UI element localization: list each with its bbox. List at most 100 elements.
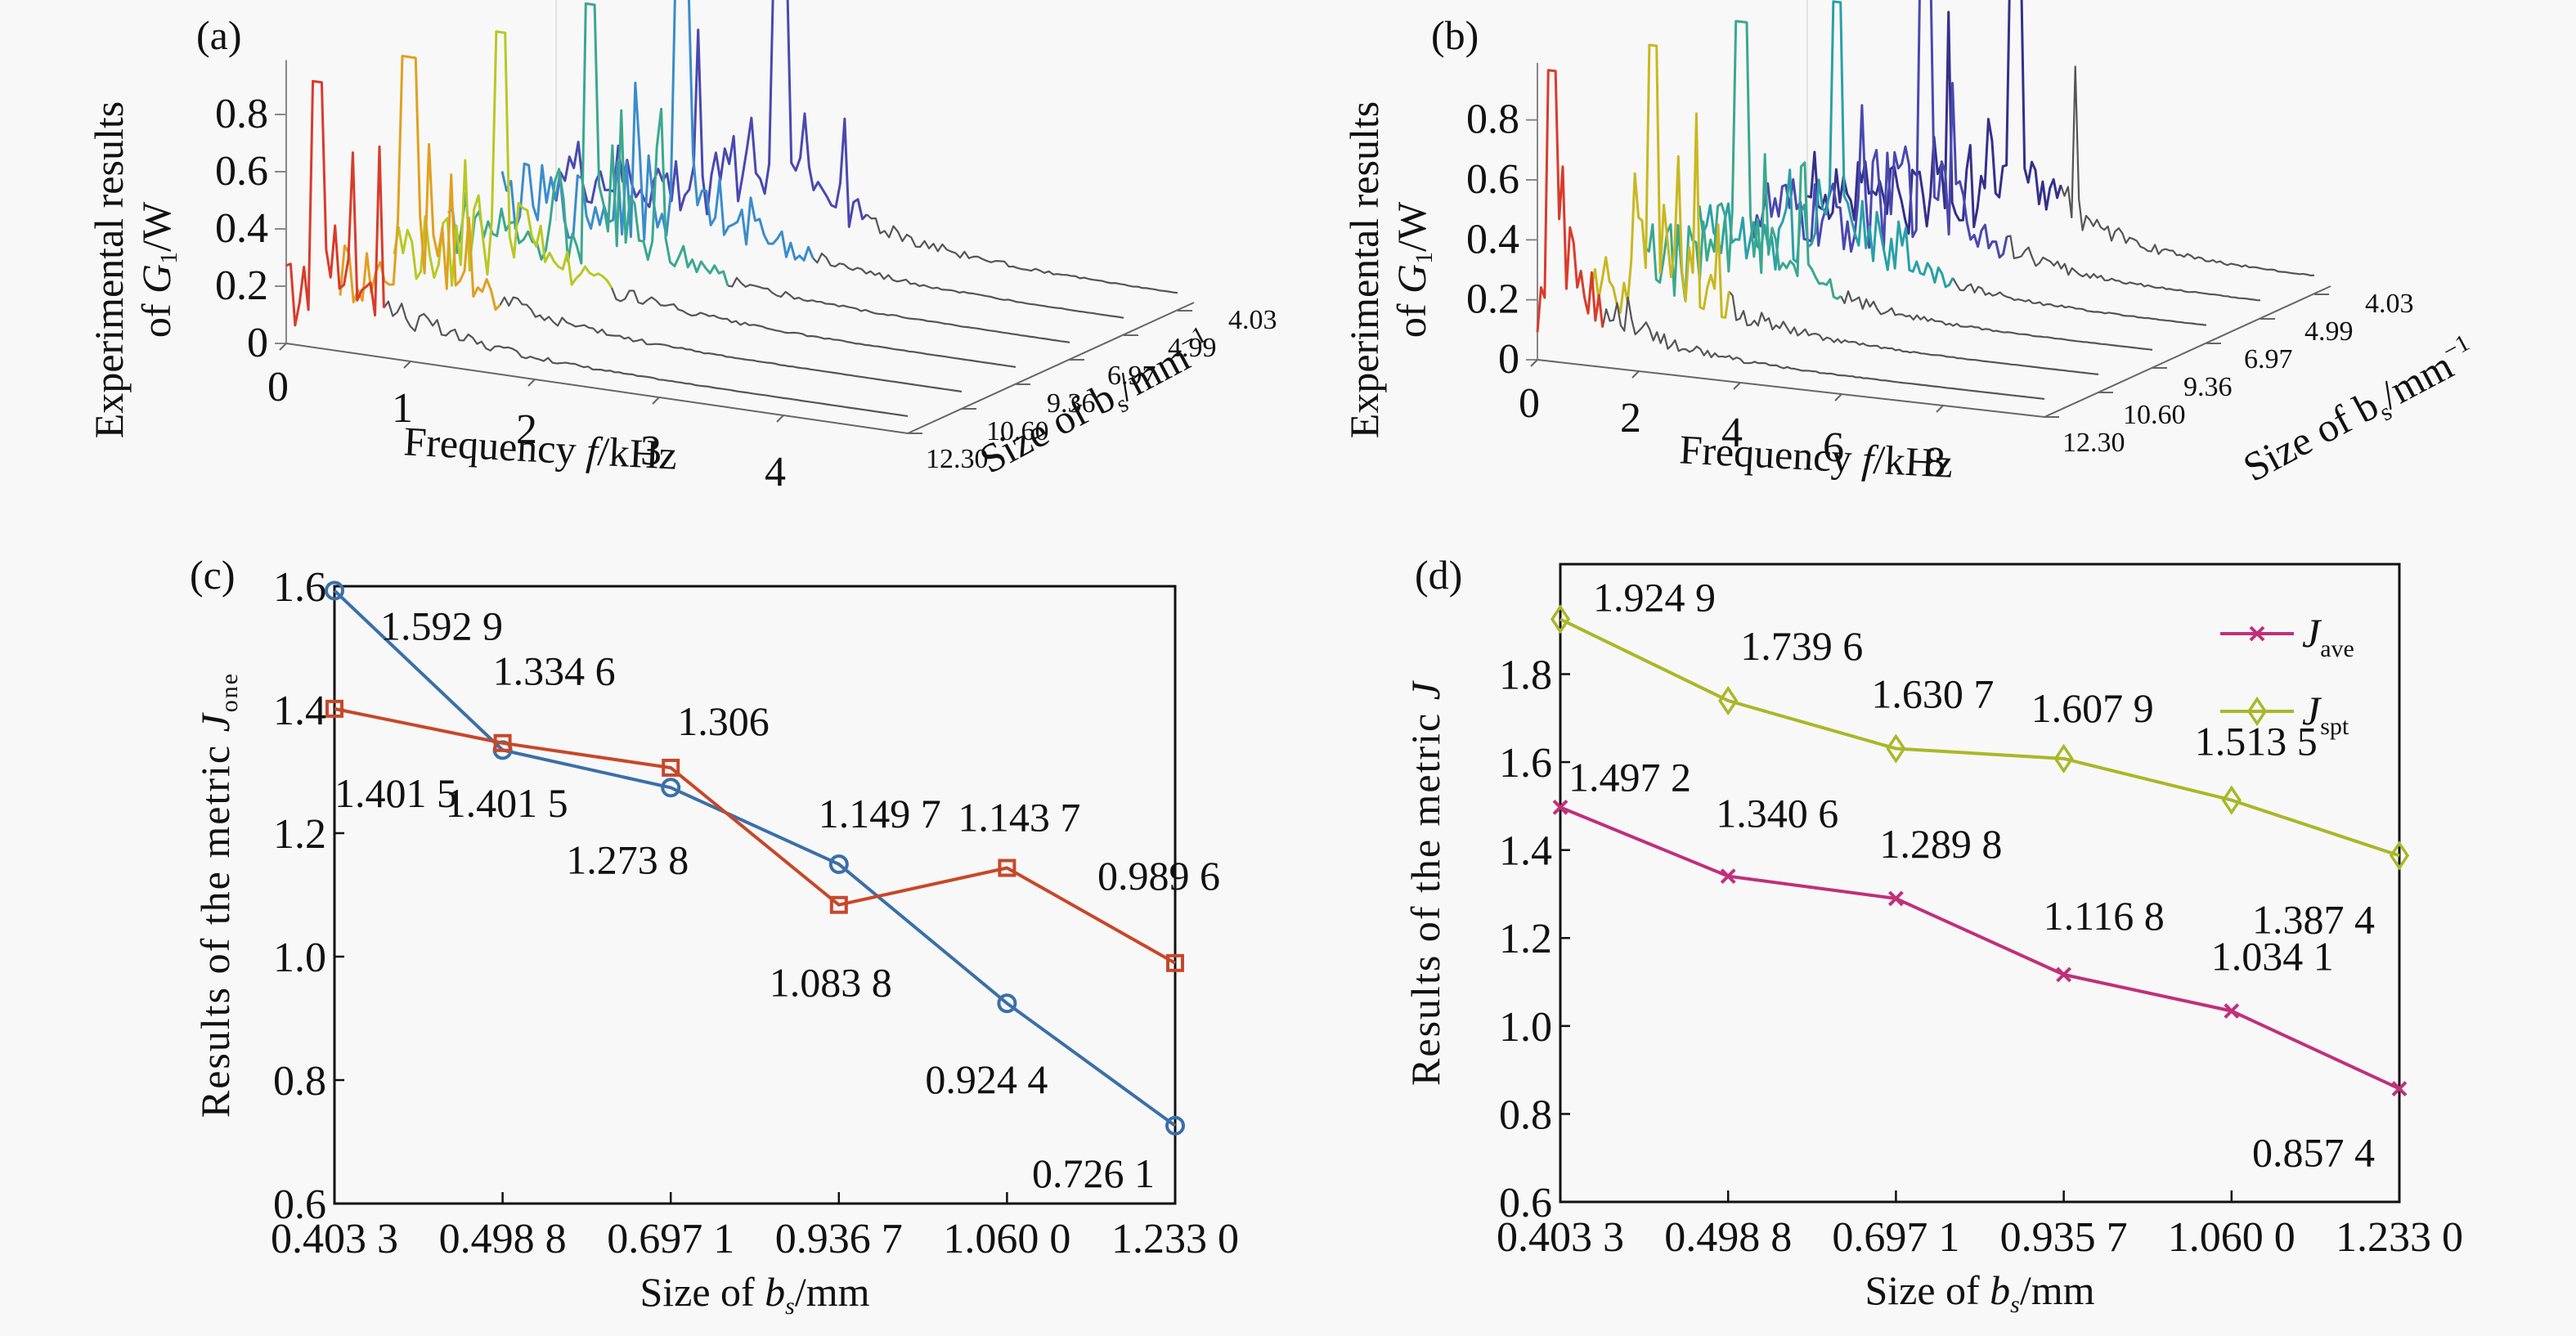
spectrum-trace-tail (1840, 290, 2153, 351)
y-tick-label: 0.4 (1466, 216, 1519, 262)
series-line-red-square (334, 706, 1176, 965)
x-tick-label: 1.060 0 (2168, 1214, 2296, 1261)
data-point-diamond (2053, 743, 2074, 773)
y-axis-title: Results of the metric Jone (192, 672, 243, 1118)
y-tick-label: 0.6 (1466, 156, 1519, 203)
x-tick-label: 0.403 3 (271, 1216, 398, 1262)
data-label: 1.401 5 (446, 780, 568, 826)
panel-b: (b) Experimental resultsof G1/W 0 0.2 0.4 0.6… (1341, 0, 2474, 491)
spectrum-trace (285, 79, 385, 327)
data-point-circle (325, 581, 344, 601)
x-tick (279, 343, 287, 351)
z-tick-label: 4.03 (1228, 305, 1277, 335)
spectrum-trace-tail (1952, 277, 2207, 326)
x-tick-label: 1.060 0 (943, 1216, 1070, 1262)
x-tick-label: 2 (1620, 395, 1641, 442)
data-label: 1.497 2 (1568, 754, 1691, 800)
y-tick-label: 0.2 (215, 262, 268, 309)
legend: Jave Jspt (2220, 610, 2354, 740)
panel-label: (b) (1431, 12, 1479, 58)
data-label: 1.387 4 (2252, 896, 2375, 942)
plot-frame (333, 585, 1177, 1205)
y-tick-label: 0.6 (215, 148, 268, 195)
x-tick-label: 0.697 1 (1832, 1214, 1959, 1261)
y-tick-label: 0.6 (273, 1181, 326, 1228)
data-label: 1.592 9 (380, 603, 503, 648)
spectrum-trace-tail (1601, 296, 2045, 401)
x-tick (1733, 382, 1741, 390)
spectrum-trace (1698, 0, 1954, 289)
data-point-circle (828, 854, 849, 874)
data-point-square (1166, 953, 1184, 972)
z-tick-label: 4.03 (2365, 289, 2414, 319)
series-line-blue-circle (333, 589, 1177, 1128)
spectrum-trace (1752, 0, 2008, 259)
data-point-diamond (1718, 685, 1739, 716)
data-label: 1.143 7 (958, 795, 1080, 841)
data-label: 1.334 6 (493, 648, 616, 693)
spectrum-trace-tail (383, 300, 909, 418)
z-tick-label: 6.97 (1107, 361, 1156, 391)
data-point-circle (661, 778, 681, 798)
x-tick-label: 1.233 0 (2336, 1214, 2463, 1261)
x-tick-label: 0.697 1 (607, 1216, 734, 1262)
y-tick-label: 1.8 (1499, 652, 1552, 698)
z-tick-label: 10.60 (986, 416, 1049, 446)
x-tick-label: 0 (267, 364, 289, 410)
z-axis-line (2044, 285, 2331, 418)
data-label: 0.989 6 (1097, 853, 1220, 899)
z-tick-label: 9.36 (2183, 372, 2233, 402)
x-tick-label: 1 (392, 385, 413, 432)
x-tick-label: 0.498 8 (1664, 1214, 1792, 1261)
x-tick (652, 397, 660, 405)
y-tick-label: 1.0 (1499, 1004, 1552, 1051)
z-tick-label: 4.99 (1168, 333, 1217, 363)
data-label: 1.149 7 (819, 791, 941, 836)
spectrum-trace-tail (727, 276, 1070, 343)
data-label: 0.726 1 (1032, 1150, 1155, 1196)
y-tick-label: 0.8 (1466, 96, 1519, 143)
z-tick-label: 4.99 (2304, 316, 2354, 347)
x-tick-label: 0.936 7 (775, 1216, 903, 1262)
data-point-x (1887, 890, 1904, 907)
y-axis-title: Experimental resultsof G1/W (86, 101, 182, 438)
series-line-J_ave (1560, 805, 2400, 1091)
x-tick-label: 0 (1519, 380, 1540, 427)
data-point-square (325, 699, 343, 718)
x-axis-title: Size of bs/mm (640, 1269, 869, 1320)
spectrum-trace (393, 30, 613, 289)
y-tick-label: 0 (1498, 336, 1519, 383)
data-point-x (2056, 966, 2072, 983)
y-tick-label: 1.2 (273, 811, 326, 858)
x-axis-line (1537, 359, 2045, 418)
data-label: 1.513 5 (2195, 719, 2318, 764)
data-point-circle (1165, 1115, 1185, 1136)
z-tick-label: 9.36 (1047, 388, 1096, 419)
x-axis-line (285, 343, 909, 434)
y-tick-label: 0.8 (1499, 1092, 1552, 1138)
x-tick (1834, 393, 1842, 401)
z-tick-label: 12.30 (2062, 428, 2125, 458)
x-axis-title: Size of bs/mm (1865, 1267, 2094, 1318)
data-point-diamond (2221, 785, 2242, 815)
x-tick-label: 0.498 8 (439, 1216, 567, 1262)
data-point-square (998, 859, 1016, 877)
data-label: 1.401 5 (334, 770, 457, 816)
x-tick-label: 6 (1823, 424, 1844, 471)
x-axis-title: Frequency f/kHz (402, 418, 678, 477)
y-axis-title: Results of the metric J (1402, 679, 1448, 1086)
x-tick-label: 0.935 7 (2000, 1214, 2128, 1261)
panel-label: (c) (190, 552, 236, 598)
spectrum-trace-tail (812, 252, 1124, 319)
x-tick-label: 4 (1721, 410, 1743, 456)
spectrum-trace-tail (2059, 65, 2315, 277)
y-axis-title: Experimental resultsof G1/W (1341, 101, 1438, 438)
data-label: 1.924 9 (1593, 574, 1716, 620)
y-tick-label: 0.8 (273, 1058, 326, 1105)
x-tick (1530, 359, 1538, 367)
y-tick-label: 0 (247, 320, 268, 366)
data-point-diamond (2246, 696, 2268, 727)
x-tick-label: 0.403 3 (1497, 1214, 1624, 1261)
data-label: 0.924 4 (925, 1056, 1048, 1102)
y-tick-label: 1.4 (273, 688, 326, 734)
